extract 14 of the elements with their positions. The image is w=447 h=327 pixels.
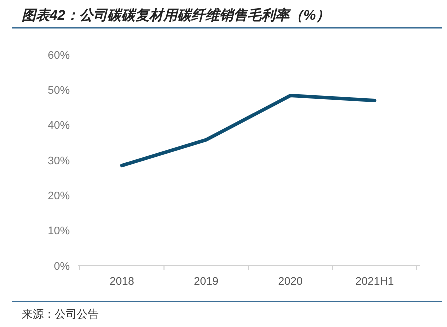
y-tick-label: 40% [48,120,70,132]
y-tick-label: 0% [54,260,70,273]
x-tick-label: 2020 [278,276,303,288]
source-note: 来源：公司公告 [22,308,99,321]
x-tick-label: 2021H1 [356,276,394,288]
y-tick-label: 30% [48,155,70,168]
y-tick-label: 20% [48,190,70,203]
line-series [120,94,377,168]
y-tick-label: 60% [48,50,70,62]
x-tick-label: 2018 [110,276,134,288]
y-tick-label: 50% [48,85,70,98]
chart-title: 图表42：公司碳碳复材用碳纤维销售毛利率（%） [22,7,330,23]
x-tick-label: 2019 [194,276,219,288]
y-tick-label: 10% [48,226,70,238]
